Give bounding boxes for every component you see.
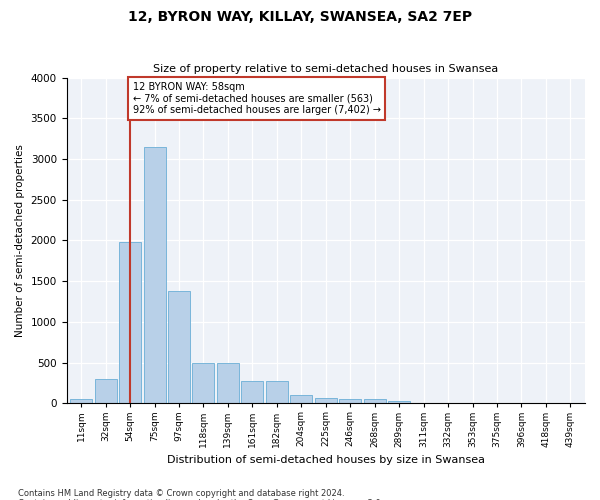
Bar (339, 400, 361, 404)
Bar (119, 242, 141, 404)
Bar (315, 398, 337, 404)
Bar (217, 362, 239, 404)
Bar (266, 382, 288, 404)
Text: Contains public sector information licensed under the Open Government Licence v3: Contains public sector information licen… (18, 498, 383, 500)
Y-axis label: Number of semi-detached properties: Number of semi-detached properties (15, 144, 25, 337)
Text: 12, BYRON WAY, KILLAY, SWANSEA, SA2 7EP: 12, BYRON WAY, KILLAY, SWANSEA, SA2 7EP (128, 10, 472, 24)
Bar (193, 362, 214, 404)
Bar (168, 291, 190, 404)
X-axis label: Distribution of semi-detached houses by size in Swansea: Distribution of semi-detached houses by … (167, 455, 485, 465)
Bar (70, 400, 92, 404)
Bar (388, 401, 410, 404)
Bar (241, 382, 263, 404)
Title: Size of property relative to semi-detached houses in Swansea: Size of property relative to semi-detach… (153, 64, 499, 74)
Bar (364, 400, 386, 404)
Bar (143, 147, 166, 404)
Bar (290, 395, 313, 404)
Text: Contains HM Land Registry data © Crown copyright and database right 2024.: Contains HM Land Registry data © Crown c… (18, 488, 344, 498)
Text: 12 BYRON WAY: 58sqm
← 7% of semi-detached houses are smaller (563)
92% of semi-d: 12 BYRON WAY: 58sqm ← 7% of semi-detache… (133, 82, 380, 115)
Bar (95, 379, 116, 404)
